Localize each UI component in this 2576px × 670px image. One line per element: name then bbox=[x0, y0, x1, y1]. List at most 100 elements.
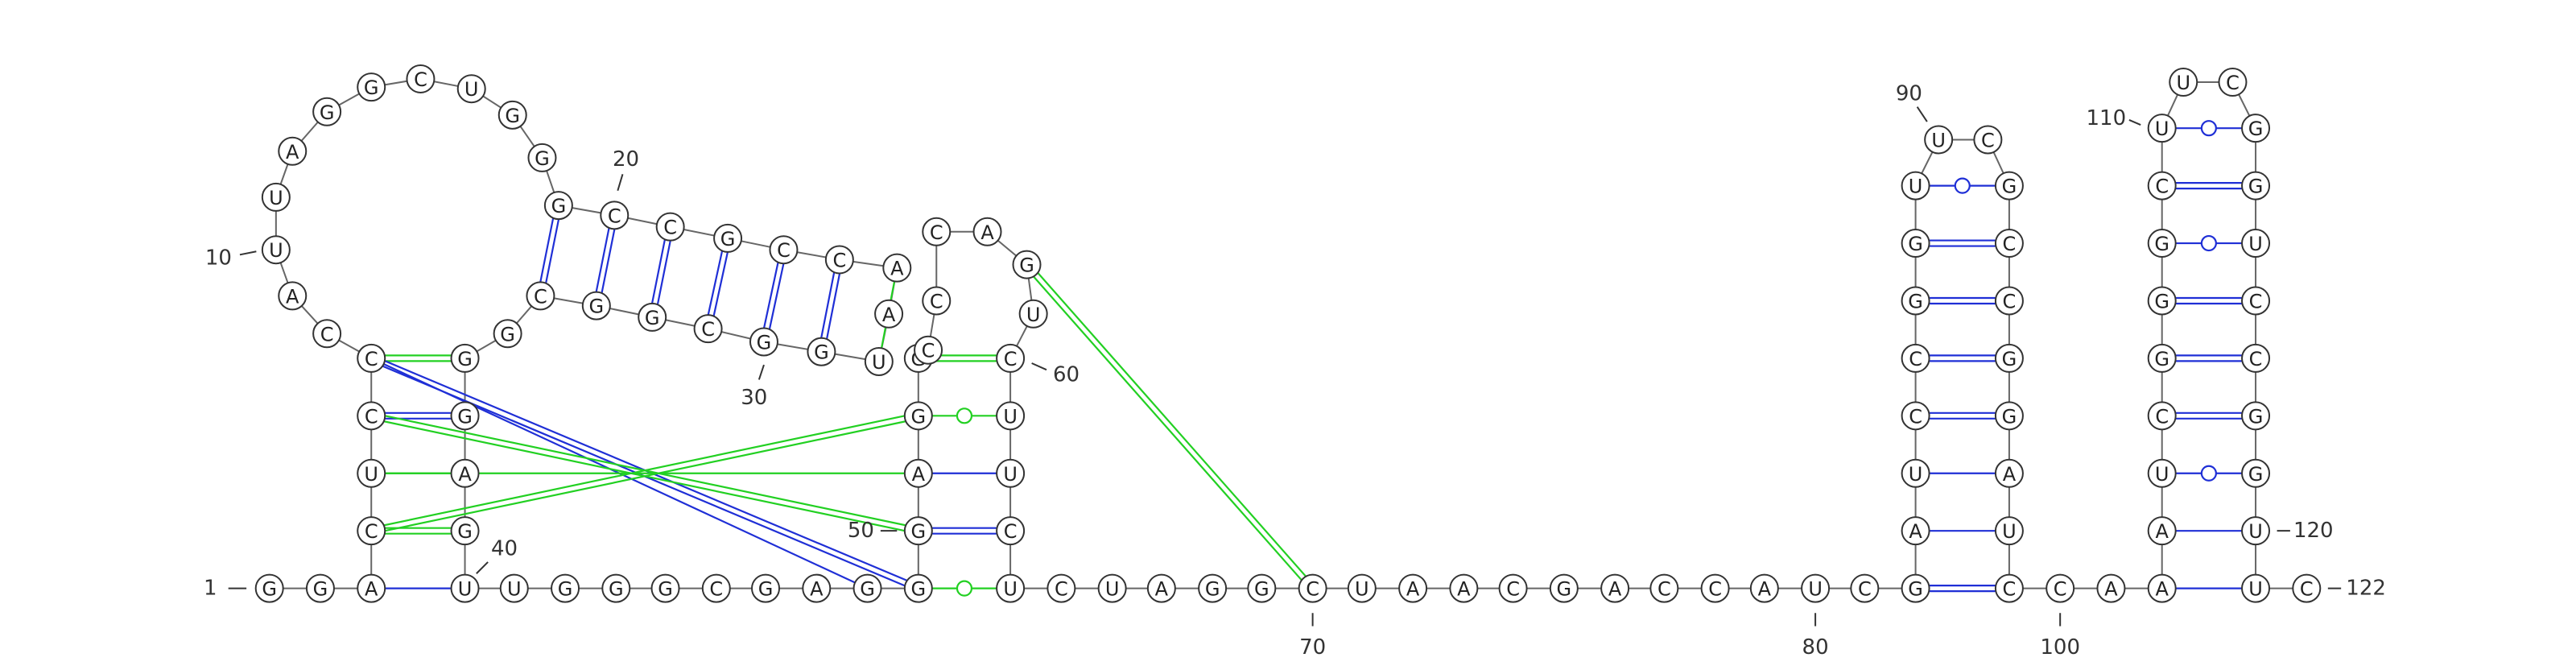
nucleotide: C bbox=[1700, 573, 1730, 603]
position-label: 122 bbox=[2346, 577, 2386, 601]
nucleotide-circle bbox=[357, 72, 386, 102]
nucleotide-letter: G bbox=[320, 101, 335, 124]
nucleotide-circle bbox=[1901, 229, 1930, 258]
nucleotide-circle bbox=[1994, 286, 2024, 316]
nucleotide: U bbox=[456, 74, 486, 104]
nucleotide-circle bbox=[2241, 401, 2271, 431]
base-pair bbox=[371, 417, 919, 535]
nucleotide: U bbox=[2147, 458, 2177, 488]
nucleotide-circle bbox=[769, 235, 799, 265]
nucleotide-letter: G bbox=[757, 331, 772, 354]
base-pair bbox=[370, 412, 919, 529]
nucleotide-letter: A bbox=[2104, 578, 2118, 601]
nucleotide: C bbox=[1994, 229, 2024, 258]
nucleotide: A bbox=[2147, 516, 2177, 546]
nucleotide-circle bbox=[1097, 573, 1127, 603]
nucleotide-letter: G bbox=[551, 195, 567, 217]
position-tick bbox=[1031, 362, 1047, 371]
nucleotide-circle bbox=[996, 516, 1026, 546]
nucleotide-letter: C bbox=[2003, 578, 2017, 601]
nucleotide-letter: G bbox=[262, 578, 277, 601]
nucleotide-circle bbox=[1146, 573, 1176, 603]
nucleotide-letter: G bbox=[1908, 233, 1923, 255]
nucleotide: G bbox=[1549, 573, 1579, 603]
nucleotide: G bbox=[1994, 401, 2024, 431]
nucleotide-circle bbox=[278, 136, 308, 166]
position-label: 30 bbox=[741, 386, 767, 410]
nucleotide-letter: G bbox=[720, 228, 736, 250]
nucleotide: C bbox=[1046, 573, 1076, 603]
nucleotide-circle bbox=[2147, 343, 2177, 373]
nucleotide: C bbox=[2241, 286, 2271, 316]
nucleotide-circle bbox=[996, 401, 1026, 431]
nucleotide-letter: G bbox=[758, 578, 774, 601]
base-pair bbox=[760, 249, 782, 341]
nucleotide-letter: G bbox=[1205, 578, 1220, 601]
nucleotide-circle bbox=[1994, 229, 2024, 258]
nucleotide-circle bbox=[2147, 516, 2177, 546]
nucleotide: G bbox=[527, 143, 557, 172]
nucleotide-circle bbox=[1449, 573, 1479, 603]
position-label: 110 bbox=[2087, 106, 2127, 130]
nucleotide-letter: G bbox=[2002, 176, 2017, 198]
nucleotide: C bbox=[1994, 286, 2024, 316]
nucleotide-circle bbox=[903, 516, 933, 546]
nucleotide: A bbox=[2147, 573, 2177, 603]
nucleotide-circle bbox=[903, 401, 933, 431]
nucleotide: C bbox=[1649, 573, 1679, 603]
nucleotide-circle bbox=[852, 573, 882, 603]
nucleotide-letter: C bbox=[930, 290, 943, 312]
nucleotide-letter: C bbox=[365, 348, 378, 370]
nucleotide: G bbox=[2241, 171, 2271, 201]
base-pair bbox=[598, 215, 618, 307]
nucleotide-circle bbox=[1924, 125, 1954, 155]
nucleotide-letter: U bbox=[269, 239, 283, 262]
nucleotide-letter: U bbox=[1355, 578, 1369, 601]
nucleotide-circle bbox=[1901, 573, 1930, 603]
nucleotide-letter: C bbox=[365, 520, 378, 543]
nucleotide-circle bbox=[497, 100, 527, 130]
nucleotide-letter: G bbox=[558, 578, 573, 601]
base-pair bbox=[648, 225, 669, 317]
nucleotide-circle bbox=[1901, 343, 1930, 373]
nucleotide-letter: A bbox=[882, 304, 896, 326]
nucleotide: U bbox=[996, 573, 1026, 603]
base-pair bbox=[817, 258, 838, 352]
nucleotide-letter: A bbox=[2003, 463, 2017, 486]
nucleotide: U bbox=[261, 182, 291, 212]
base-pair bbox=[1028, 262, 1316, 588]
nucleotide-circle bbox=[600, 201, 630, 230]
nucleotide-circle bbox=[357, 401, 386, 431]
nucleotide: G bbox=[852, 573, 882, 603]
nucleotide-letter: C bbox=[320, 323, 334, 345]
nucleotide-circle bbox=[655, 212, 685, 242]
nucleotide-letter: C bbox=[1657, 578, 1671, 601]
nucleotide: G bbox=[497, 100, 527, 130]
nucleotide: G bbox=[1012, 250, 1042, 279]
nucleotide: G bbox=[1247, 573, 1277, 603]
nucleotide: G bbox=[713, 223, 743, 253]
nucleotide-circle bbox=[551, 573, 580, 603]
nucleotide-letter: U bbox=[2248, 233, 2263, 255]
nucleotide-letter: A bbox=[1608, 578, 1622, 601]
nucleotide-circle bbox=[1994, 516, 2024, 546]
position-label: 120 bbox=[2293, 519, 2334, 543]
nucleotide: G bbox=[493, 319, 522, 349]
nucleotide: C bbox=[357, 516, 386, 546]
nucleotide-circle bbox=[1994, 458, 2024, 488]
nucleotide-letter: A bbox=[1406, 578, 1420, 601]
nucleotide-letter: G bbox=[364, 77, 379, 99]
nucleotide-letter: G bbox=[1557, 578, 1572, 601]
nucleotide-letter: C bbox=[1055, 578, 1068, 601]
nucleotide-circle bbox=[357, 516, 386, 546]
nucleotide: U bbox=[1994, 516, 2024, 546]
nucleotide-letter: U bbox=[2248, 520, 2263, 543]
nucleotide-circle bbox=[2218, 68, 2248, 97]
nucleotide-letter: C bbox=[365, 405, 378, 428]
nucleotide-letter: A bbox=[1457, 578, 1471, 601]
nucleotide-letter: U bbox=[1003, 463, 1018, 486]
nucleotide: G bbox=[749, 327, 778, 357]
nucleotide-letter: C bbox=[1004, 520, 1018, 543]
nucleotide-circle bbox=[1198, 573, 1228, 603]
nucleotide-circle bbox=[1994, 573, 2024, 603]
